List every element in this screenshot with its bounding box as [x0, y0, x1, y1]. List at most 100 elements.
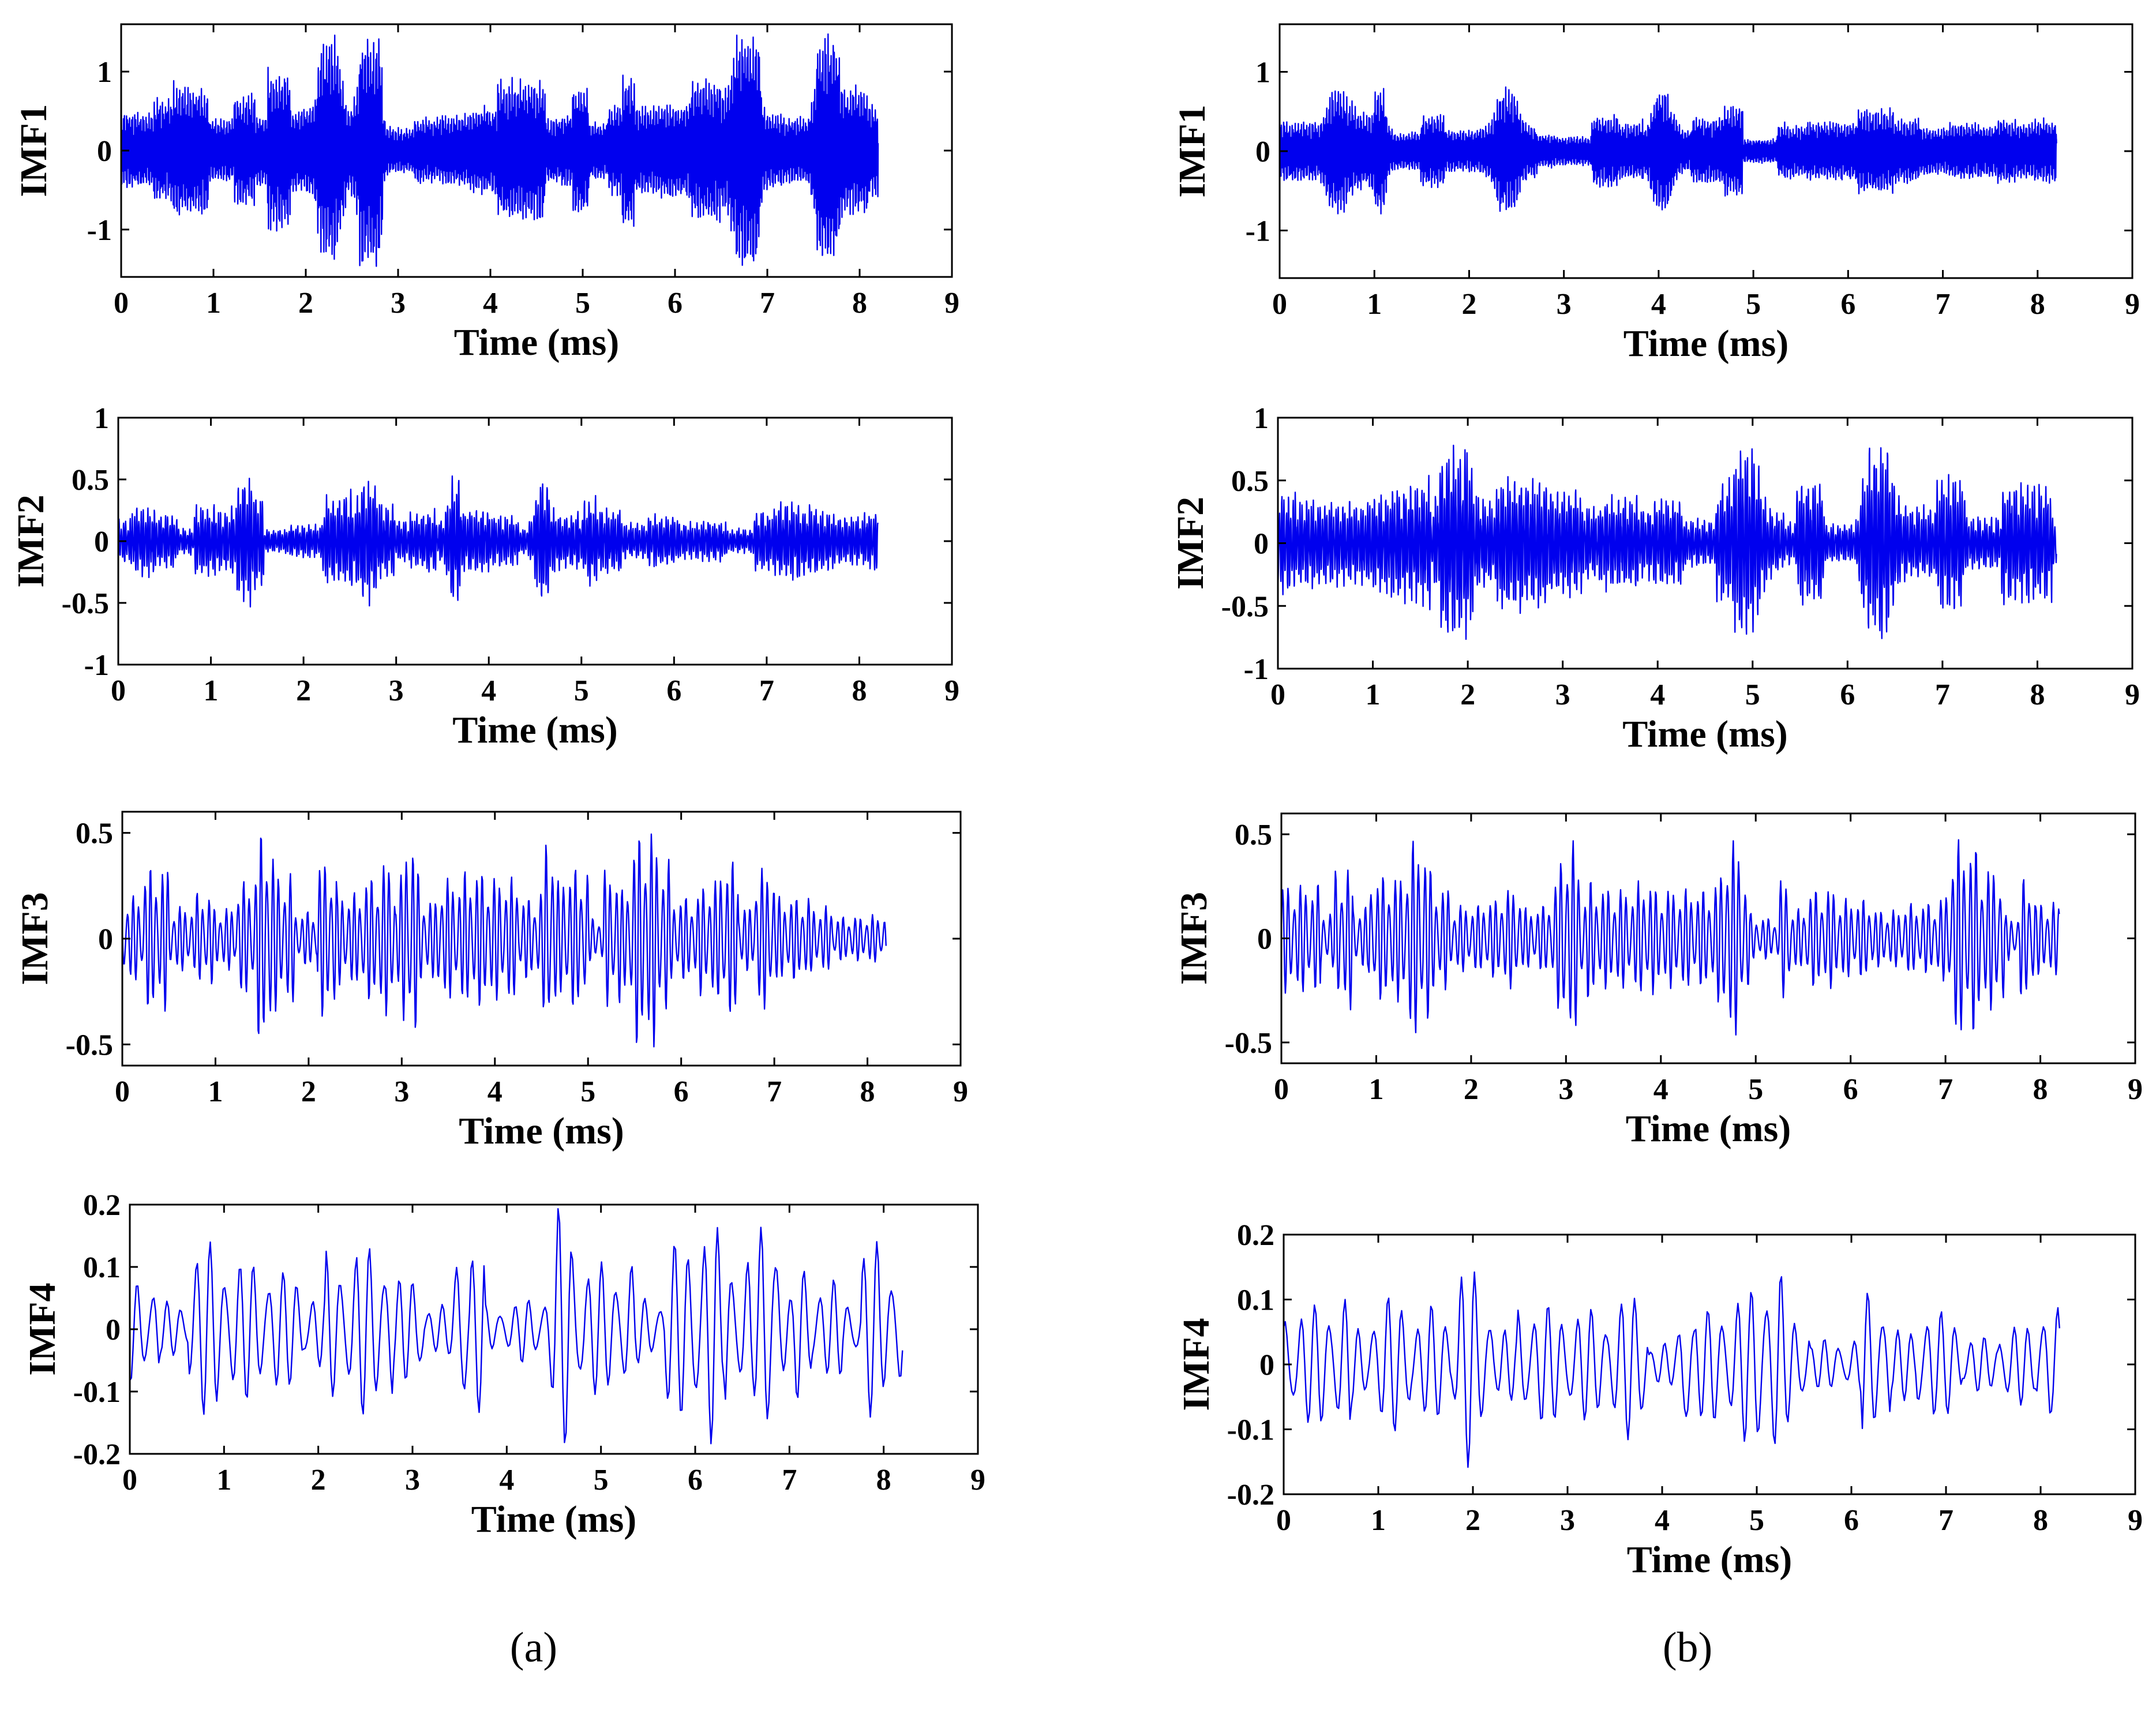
x-tick-label: 4 — [1650, 678, 1665, 711]
x-tick-label: 7 — [1938, 1504, 1953, 1537]
x-tick-label: 1 — [1366, 678, 1381, 711]
x-tick-label: 6 — [1844, 1504, 1859, 1537]
y-tick-label: -0.1 — [1227, 1414, 1274, 1447]
y-tick-label: 1 — [1255, 57, 1270, 89]
x-tick-label: 6 — [1840, 288, 1855, 321]
x-axis-label: Time (ms) — [471, 1498, 637, 1540]
x-tick-label: 8 — [2033, 1073, 2048, 1106]
x-tick-label: 2 — [311, 1464, 326, 1497]
x-tick-label: 9 — [2125, 288, 2140, 321]
imf-signal-line — [1283, 1271, 2060, 1468]
x-tick-label: 8 — [876, 1464, 891, 1497]
y-tick-label: 0 — [1254, 528, 1269, 561]
imf-plot-b-4: 0 1 2 3 4 5 6 7 8 9 -0.2 -0.1 0 0.1 0.2 Time (ms) IMF4 — [1175, 1219, 2143, 1581]
x-tick-label: 2 — [301, 1075, 316, 1108]
x-tick-label: 0 — [1276, 1504, 1291, 1537]
imf-signal-line — [1277, 444, 2057, 640]
x-tick-label: 8 — [860, 1075, 875, 1108]
x-tick-label: 3 — [1557, 288, 1572, 321]
y-tick-label: 0.2 — [83, 1189, 121, 1222]
y-tick-label: 0.5 — [1231, 465, 1269, 498]
x-tick-label: 8 — [2030, 678, 2045, 711]
x-tick-label: 0 — [115, 1075, 130, 1108]
x-tick-label: 8 — [2033, 1504, 2048, 1537]
y-tick-label: 0 — [94, 526, 109, 558]
y-tick-label: 0 — [98, 923, 113, 956]
x-tick-label: 0 — [111, 674, 126, 707]
x-tick-label: 5 — [1746, 288, 1761, 321]
x-tick-label: 1 — [1371, 1504, 1386, 1537]
y-tick-label: 1 — [94, 402, 109, 435]
y-tick-label: 0.1 — [83, 1251, 121, 1284]
imf-signal-line — [120, 33, 879, 267]
x-tick-label: 1 — [206, 287, 221, 320]
y-axis-label: IMF4 — [21, 1282, 63, 1375]
x-tick-label: 4 — [499, 1464, 514, 1497]
y-tick-label: -0.2 — [73, 1438, 121, 1471]
x-axis-label: Time (ms) — [1627, 1539, 1793, 1581]
y-tick-label: 0.1 — [1237, 1284, 1274, 1317]
x-axis-label: Time (ms) — [459, 1110, 624, 1152]
x-tick-label: 7 — [782, 1464, 797, 1497]
y-tick-label: -0.5 — [1221, 590, 1269, 623]
plots-group: 0 1 2 3 4 5 6 7 8 9 -1 0 1 Time (ms) IMF1 0 1 2 3 4 5 6 7 8 9 -1 -… — [10, 23, 2143, 1581]
y-tick-label: 0.2 — [1237, 1219, 1274, 1252]
y-tick-label: -1 — [1246, 215, 1270, 248]
x-tick-label: 1 — [1367, 288, 1382, 321]
x-tick-label: 2 — [1460, 678, 1475, 711]
y-tick-label: 1 — [1254, 402, 1269, 435]
y-tick-label: -0.5 — [1225, 1027, 1272, 1060]
x-tick-label: 4 — [483, 287, 498, 320]
y-tick-label: -0.2 — [1227, 1479, 1274, 1512]
x-tick-label: 3 — [394, 1075, 409, 1108]
x-tick-label: 0 — [114, 287, 129, 320]
x-tick-label: 5 — [1748, 1073, 1763, 1106]
x-tick-label: 4 — [488, 1075, 503, 1108]
x-tick-label: 6 — [674, 1075, 689, 1108]
x-tick-label: 7 — [759, 674, 774, 707]
y-tick-label: 0 — [97, 135, 112, 168]
x-tick-label: 8 — [852, 287, 867, 320]
y-tick-label: 0.5 — [76, 817, 113, 850]
y-tick-label: -1 — [87, 214, 112, 247]
y-axis-label: IMF1 — [13, 104, 55, 197]
y-axis-label: IMF3 — [14, 892, 56, 985]
x-tick-label: 4 — [1655, 1504, 1670, 1537]
x-axis-label: Time (ms) — [1622, 713, 1788, 755]
x-tick-label: 7 — [760, 287, 775, 320]
x-tick-label: 5 — [574, 674, 589, 707]
x-tick-label: 4 — [1653, 1073, 1668, 1106]
x-axis-label: Time (ms) — [1623, 322, 1789, 365]
x-tick-label: 1 — [208, 1075, 223, 1108]
x-tick-label: 7 — [1935, 678, 1950, 711]
y-tick-label: -0.1 — [73, 1376, 121, 1409]
axes-frame — [1283, 1233, 2136, 1495]
x-tick-label: 9 — [2125, 678, 2140, 711]
x-tick-label: 1 — [204, 674, 219, 707]
x-tick-label: 2 — [1464, 1073, 1479, 1106]
x-tick-label: 1 — [216, 1464, 231, 1497]
y-axis-label: IMF2 — [10, 494, 52, 587]
x-tick-label: 0 — [1270, 678, 1285, 711]
imf-signal-line — [1280, 839, 2060, 1036]
x-tick-label: 9 — [953, 1075, 968, 1108]
x-tick-label: 9 — [970, 1464, 985, 1497]
x-tick-label: 9 — [2128, 1073, 2143, 1106]
imf-plot-a-4: 0 1 2 3 4 5 6 7 8 9 -0.2 -0.1 0 0.1 0.2 Time (ms) IMF4 — [21, 1189, 985, 1540]
y-tick-label: -0.5 — [62, 587, 109, 620]
x-tick-label: 7 — [767, 1075, 782, 1108]
imf-signal-line — [117, 475, 879, 608]
x-tick-label: 6 — [668, 287, 683, 320]
panel-label-a: (a) — [510, 1624, 557, 1671]
imf-plot-b-2: 0 1 2 3 4 5 6 7 8 9 -1 -0.5 0 0.5 1 Time (ms) IMF2 — [1169, 402, 2140, 755]
x-tick-label: 6 — [1843, 1073, 1858, 1106]
imf-signal-line — [1278, 86, 2057, 215]
x-tick-label: 5 — [1749, 1504, 1764, 1537]
x-axis-label: Time (ms) — [452, 709, 618, 751]
y-axis-label: IMF2 — [1169, 497, 1212, 590]
x-tick-label: 0 — [122, 1464, 137, 1497]
x-axis-label: Time (ms) — [454, 321, 620, 363]
